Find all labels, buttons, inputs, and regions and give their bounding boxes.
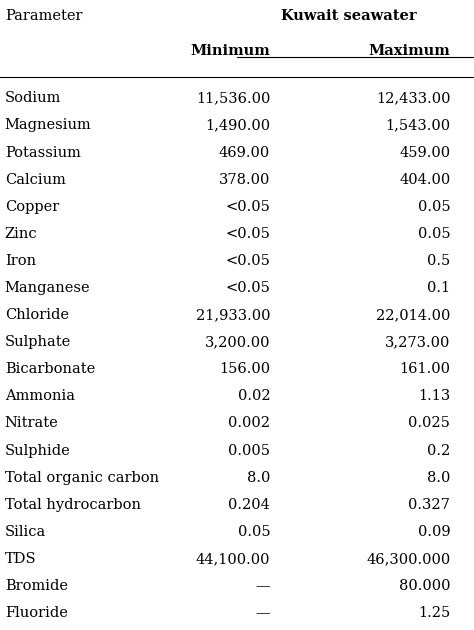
Text: TDS: TDS [5,552,36,566]
Text: —: — [255,579,270,593]
Text: <0.05: <0.05 [225,281,270,295]
Text: Total hydrocarbon: Total hydrocarbon [5,498,141,512]
Text: Calcium: Calcium [5,173,65,186]
Text: Silica: Silica [5,525,46,539]
Text: 1,543.00: 1,543.00 [385,118,450,132]
Text: 0.02: 0.02 [237,389,270,403]
Text: Iron: Iron [5,254,36,268]
Text: Fluoride: Fluoride [5,606,68,620]
Text: Minimum: Minimum [191,44,270,58]
Text: 161.00: 161.00 [399,362,450,376]
Text: Ammonia: Ammonia [5,389,75,403]
Text: Parameter: Parameter [5,9,82,23]
Text: 3,200.00: 3,200.00 [205,335,270,349]
Text: 0.05: 0.05 [418,200,450,214]
Text: 1.13: 1.13 [418,389,450,403]
Text: 404.00: 404.00 [399,173,450,186]
Text: 0.005: 0.005 [228,444,270,457]
Text: 80.000: 80.000 [399,579,450,593]
Text: Magnesium: Magnesium [5,118,91,132]
Text: 21,933.00: 21,933.00 [196,308,270,322]
Text: 44,100.00: 44,100.00 [196,552,270,566]
Text: 0.025: 0.025 [409,416,450,430]
Text: 0.1: 0.1 [427,281,450,295]
Text: <0.05: <0.05 [225,254,270,268]
Text: 156.00: 156.00 [219,362,270,376]
Text: Nitrate: Nitrate [5,416,58,430]
Text: —: — [255,606,270,620]
Text: <0.05: <0.05 [225,227,270,241]
Text: 0.327: 0.327 [409,498,450,512]
Text: Copper: Copper [5,200,59,214]
Text: 3,273.00: 3,273.00 [385,335,450,349]
Text: Sulphate: Sulphate [5,335,71,349]
Text: Zinc: Zinc [5,227,37,241]
Text: Sulphide: Sulphide [5,444,71,457]
Text: 0.09: 0.09 [418,525,450,539]
Text: 459.00: 459.00 [399,146,450,159]
Text: Maximum: Maximum [369,44,450,58]
Text: 0.002: 0.002 [228,416,270,430]
Text: 11,536.00: 11,536.00 [196,91,270,105]
Text: 0.5: 0.5 [427,254,450,268]
Text: 8.0: 8.0 [247,471,270,484]
Text: 469.00: 469.00 [219,146,270,159]
Text: 8.0: 8.0 [427,471,450,484]
Text: 0.2: 0.2 [427,444,450,457]
Text: Total organic carbon: Total organic carbon [5,471,159,484]
Text: 378.00: 378.00 [219,173,270,186]
Text: 1,490.00: 1,490.00 [205,118,270,132]
Text: 1.25: 1.25 [418,606,450,620]
Text: Sodium: Sodium [5,91,61,105]
Text: Bicarbonate: Bicarbonate [5,362,95,376]
Text: Kuwait seawater: Kuwait seawater [281,9,416,23]
Text: 46,300.000: 46,300.000 [366,552,450,566]
Text: 22,014.00: 22,014.00 [376,308,450,322]
Text: Chloride: Chloride [5,308,69,322]
Text: Manganese: Manganese [5,281,91,295]
Text: <0.05: <0.05 [225,200,270,214]
Text: Bromide: Bromide [5,579,68,593]
Text: 12,433.00: 12,433.00 [376,91,450,105]
Text: Potassium: Potassium [5,146,81,159]
Text: 0.05: 0.05 [237,525,270,539]
Text: 0.204: 0.204 [228,498,270,512]
Text: 0.05: 0.05 [418,227,450,241]
